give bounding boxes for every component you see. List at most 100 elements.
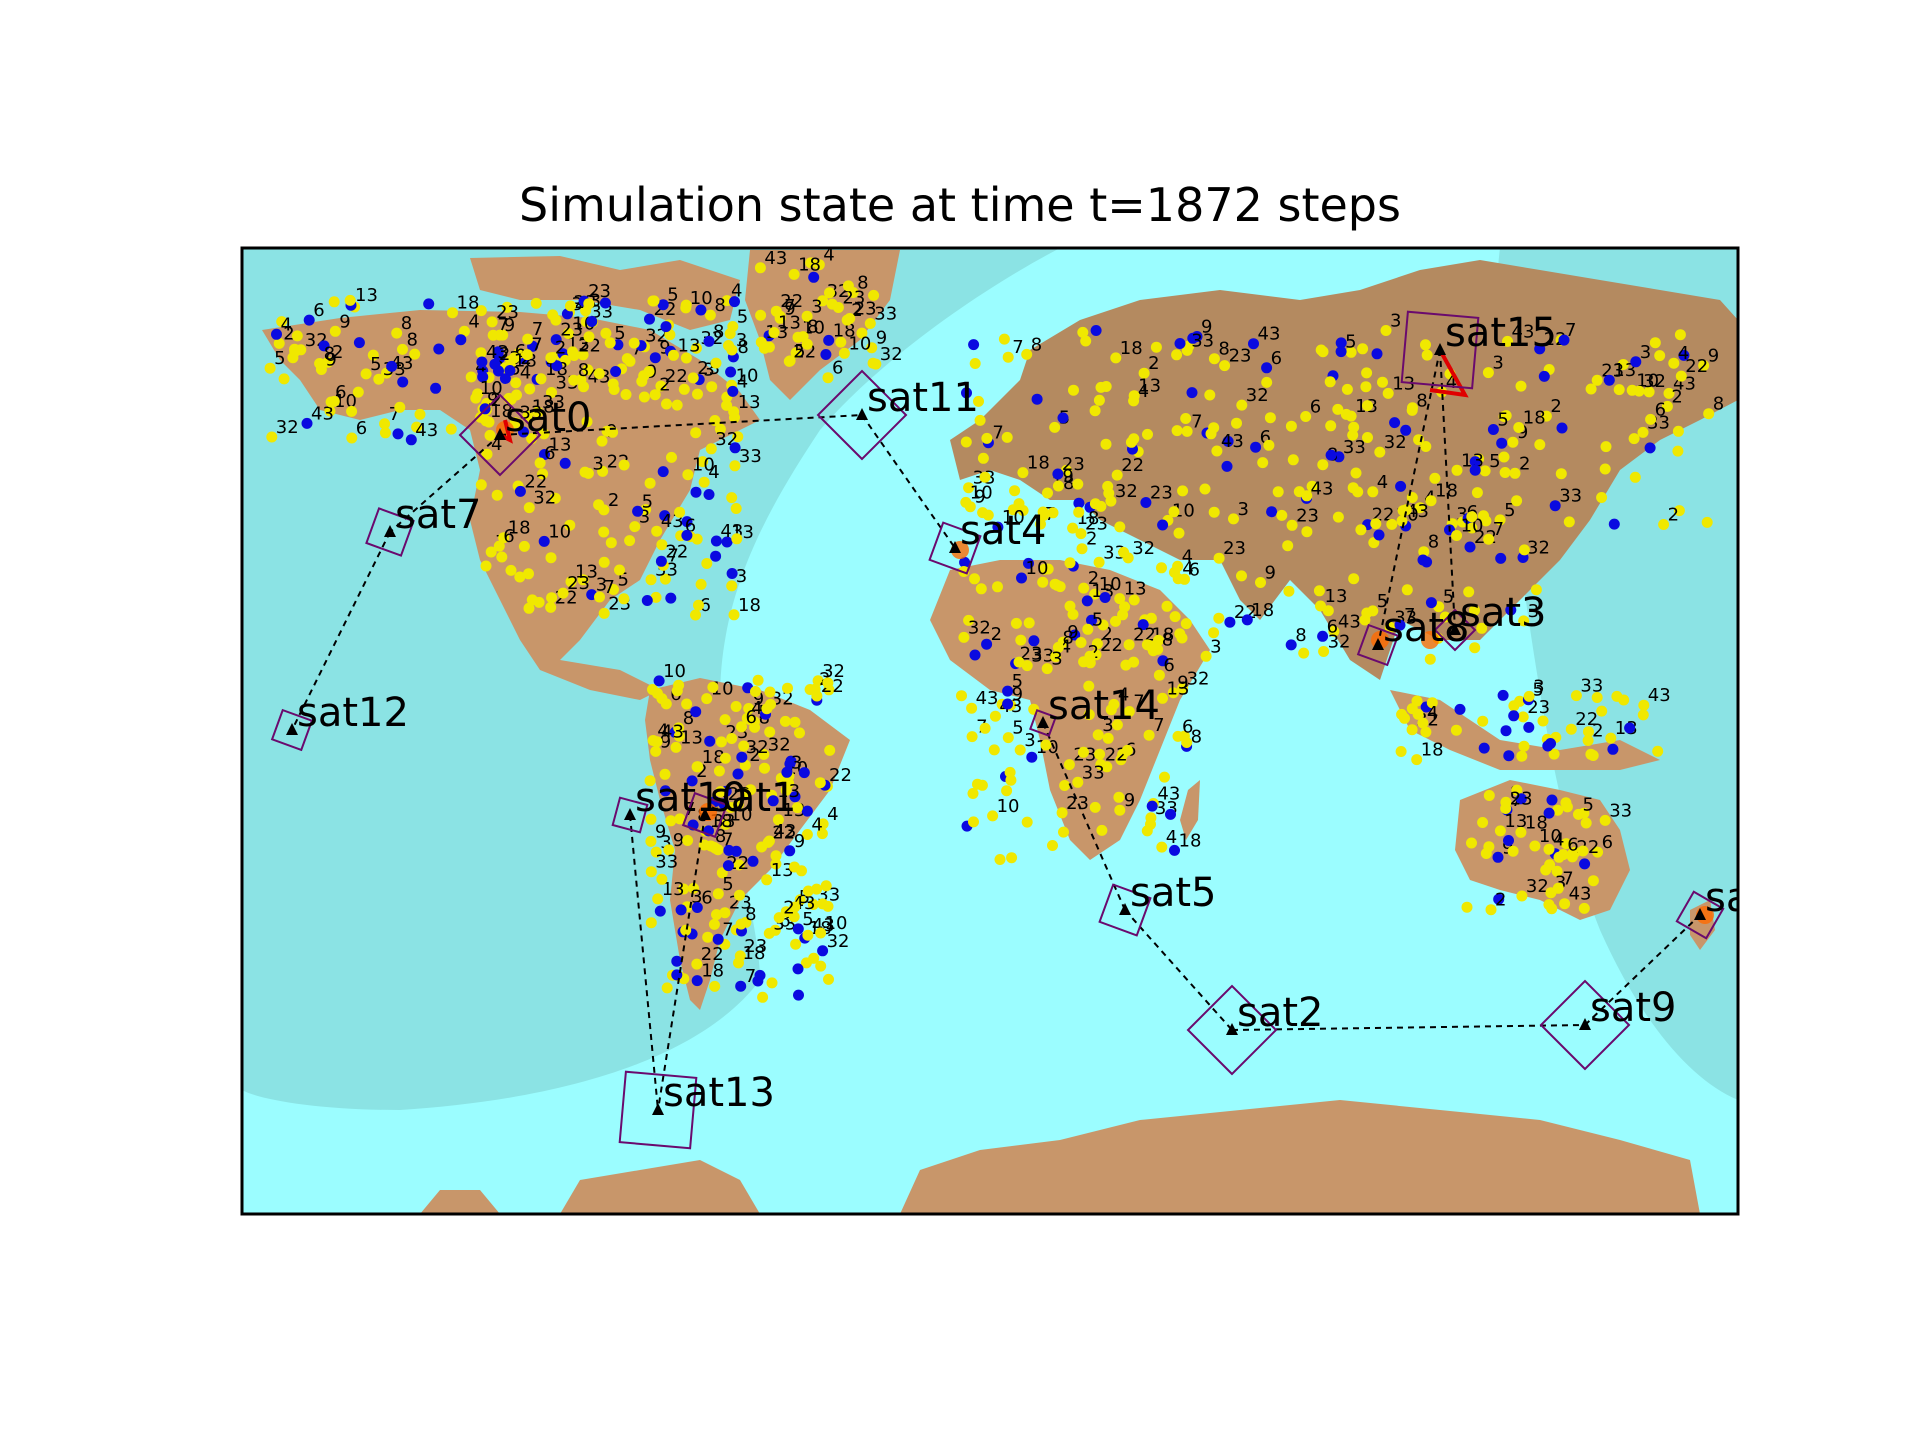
ground-point-blue — [1543, 807, 1555, 819]
ground-point-count: 8 — [737, 337, 748, 358]
ground-point-yellow — [579, 466, 591, 478]
ground-point-blue — [1549, 500, 1561, 512]
ground-point-yellow — [1317, 459, 1329, 471]
ground-point-yellow — [1006, 852, 1018, 864]
ground-point-blue — [610, 366, 622, 377]
ground-point-count: 7 — [1012, 337, 1023, 358]
ground-point-blue — [792, 963, 804, 975]
ground-point-yellow — [842, 280, 854, 292]
ground-point-yellow — [1555, 468, 1567, 480]
ground-point-count: 4 — [1553, 829, 1564, 850]
ground-point-count: 4 — [520, 363, 531, 384]
ground-point-yellow — [1485, 904, 1497, 916]
ground-point-yellow — [1114, 804, 1126, 816]
ground-point-blue — [1002, 685, 1014, 697]
ground-point-count: 13 — [1325, 586, 1348, 607]
ground-point-yellow — [346, 432, 358, 444]
ground-point-yellow — [565, 300, 576, 312]
ground-point-blue — [690, 706, 702, 718]
ground-point-yellow — [1059, 780, 1071, 791]
ground-point-count: 6 — [1163, 655, 1174, 676]
ground-point-yellow — [581, 416, 593, 428]
satellite-marker-sat12 — [286, 723, 298, 735]
ground-point-yellow — [733, 957, 744, 969]
ground-point-yellow — [1439, 611, 1451, 623]
ground-point-blue — [968, 339, 980, 351]
north-america — [262, 310, 760, 700]
ground-point-yellow — [1050, 651, 1062, 663]
link-sat11-sat4 — [861, 414, 956, 549]
ground-point-yellow — [1082, 623, 1094, 635]
ground-point-yellow — [447, 307, 458, 319]
ground-point-yellow — [1257, 457, 1269, 469]
ground-point-count: 4 — [1678, 343, 1689, 364]
ground-point-yellow — [1094, 748, 1106, 760]
ground-point-count: 5 — [667, 285, 678, 306]
ground-point-count: 6 — [746, 707, 757, 728]
footprint-sat7 — [365, 507, 415, 557]
ground-point-count: 2 — [1592, 721, 1603, 742]
ground-point-blue — [1608, 518, 1620, 530]
ground-point-blue — [801, 805, 813, 817]
ground-point-count: 32 — [771, 689, 794, 710]
ground-point-yellow — [805, 257, 817, 269]
ground-point-yellow — [546, 592, 558, 604]
ground-point-yellow — [1499, 467, 1511, 478]
ground-point-yellow — [1072, 478, 1084, 490]
ground-point-yellow — [680, 299, 692, 311]
ground-point-blue — [1496, 437, 1508, 449]
ground-point-blue — [1222, 435, 1234, 447]
ground-point-count: 6 — [700, 595, 711, 616]
ground-point-yellow — [1429, 472, 1441, 484]
ground-point-count: 23 — [1223, 538, 1246, 559]
ground-point-yellow — [1058, 826, 1069, 838]
ground-point-yellow — [1199, 483, 1211, 495]
ground-point-count: 18 — [1179, 830, 1202, 851]
ground-point-count: 43 — [1338, 611, 1361, 632]
ground-point-yellow — [1395, 746, 1407, 757]
ground-point-yellow — [1600, 441, 1612, 453]
ground-point-count: 43 — [1648, 685, 1671, 706]
ground-point-yellow — [1328, 625, 1340, 637]
ground-point-yellow — [1078, 582, 1090, 594]
ground-point-count: 6 — [1567, 835, 1578, 856]
ground-point-yellow — [629, 521, 641, 533]
ground-point-yellow — [1451, 464, 1463, 476]
ground-point-blue — [386, 360, 398, 372]
ground-point-yellow — [1509, 467, 1521, 479]
ground-point-yellow — [1350, 467, 1362, 479]
ground-point-yellow — [1313, 585, 1325, 597]
ground-point-blue — [681, 516, 693, 528]
ground-point-count: 10 — [736, 365, 759, 386]
satellite-label-sat12: sat12 — [297, 690, 409, 736]
ground-point-blue — [691, 975, 703, 987]
ground-point-yellow — [1325, 420, 1337, 432]
ground-point-yellow — [1377, 376, 1388, 388]
ground-point-blue — [392, 428, 404, 440]
footprint-sat5 — [1098, 883, 1152, 937]
ground-point-yellow — [559, 354, 571, 366]
ground-point-blue — [1546, 794, 1558, 806]
ground-point-count: 3 — [1456, 504, 1467, 525]
ground-point-yellow — [1516, 750, 1528, 762]
ground-point-yellow — [1386, 518, 1398, 530]
ground-point-count: 32 — [533, 488, 556, 509]
ground-point-yellow — [1396, 708, 1408, 720]
link-sat2-sat9 — [1231, 1024, 1586, 1031]
ground-point-yellow — [794, 727, 805, 739]
ground-point-yellow — [690, 609, 701, 621]
ground-point-yellow — [1051, 579, 1063, 591]
ground-point-yellow — [1406, 404, 1418, 416]
ground-point-count: 23 — [560, 320, 583, 341]
ground-point-count: 32 — [746, 737, 769, 758]
ground-point-yellow — [1041, 663, 1053, 675]
ground-point-count: 13 — [355, 285, 378, 306]
ground-point-yellow — [1068, 384, 1079, 396]
ground-point-blue — [1016, 572, 1027, 584]
ground-point-blue — [781, 766, 793, 778]
ground-point-yellow — [790, 347, 802, 359]
ground-point-yellow — [1261, 376, 1273, 388]
ground-point-yellow — [1672, 445, 1684, 457]
ground-point-yellow — [731, 533, 743, 545]
link-sat15-sat3 — [1439, 349, 1456, 631]
